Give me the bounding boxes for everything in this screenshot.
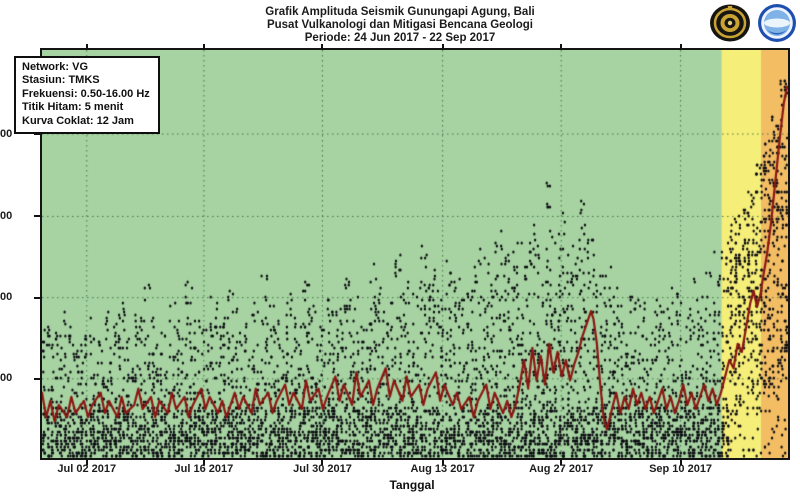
title-line-1: Grafik Amplituda Seismik Gunungapi Agung… bbox=[265, 6, 535, 18]
chart-canvas bbox=[42, 50, 788, 458]
y-tick-mark bbox=[34, 377, 40, 380]
x-tick-mark-top bbox=[202, 44, 205, 48]
x-tick-mark bbox=[441, 460, 444, 465]
x-tick-mark bbox=[202, 460, 205, 465]
x-tick-label: Jul 02 2017 bbox=[57, 463, 117, 475]
y-tick-mark bbox=[34, 296, 40, 299]
legend-box: Network: VG Stasiun: TMKS Frekuensi: 0.50-… bbox=[14, 56, 160, 135]
x-tick-mark bbox=[560, 460, 563, 465]
legend-line: Titik Hitam: 5 menit bbox=[22, 101, 124, 114]
y-tick-label: 00 bbox=[0, 127, 13, 140]
legend-line: Kurva Coklat: 12 Jam bbox=[22, 114, 134, 127]
x-tick-mark-top bbox=[85, 44, 88, 48]
x-tick-mark-top bbox=[679, 44, 682, 48]
x-axis-title: Tanggal bbox=[389, 478, 435, 492]
y-tick-mark bbox=[34, 133, 40, 136]
y-tick-label: 00 bbox=[0, 372, 13, 385]
page-title: Grafik Amplituda Seismik Gunungapi Agung… bbox=[110, 6, 690, 45]
x-tick-label: Aug 13 2017 bbox=[410, 463, 475, 475]
logo-group bbox=[709, 3, 797, 43]
x-tick-mark-top bbox=[560, 44, 563, 48]
y-tick-label: 00 bbox=[0, 209, 13, 222]
x-tick-label: Sep 10 2017 bbox=[649, 463, 713, 475]
x-tick-mark bbox=[85, 460, 88, 465]
x-tick-label: Aug 27 2017 bbox=[529, 463, 594, 475]
y-tick-mark bbox=[34, 215, 40, 218]
legend-line: Network: VG bbox=[22, 61, 89, 73]
legend-line: Frekuensi: 0.50-16.00 Hz bbox=[22, 87, 150, 100]
esdm-logo bbox=[710, 4, 750, 42]
x-tick-label: Jul 30 2017 bbox=[293, 463, 352, 475]
plot-area bbox=[40, 48, 790, 460]
x-tick-label: Jul 16 2017 bbox=[174, 463, 234, 475]
x-tick-mark bbox=[321, 460, 324, 465]
x-tick-mark-top bbox=[441, 44, 444, 48]
magma-logo bbox=[758, 4, 796, 42]
x-tick-mark-top bbox=[321, 44, 324, 48]
x-tick-mark bbox=[679, 460, 682, 465]
title-line-3: Periode: 24 Jun 2017 - 22 Sep 2017 bbox=[304, 32, 496, 44]
title-line-2: Pusat Vulkanologi dan Mitigasi Bencana G… bbox=[266, 19, 534, 31]
y-tick-label: 00 bbox=[0, 291, 13, 304]
legend-line: Stasiun: TMKS bbox=[22, 74, 100, 87]
